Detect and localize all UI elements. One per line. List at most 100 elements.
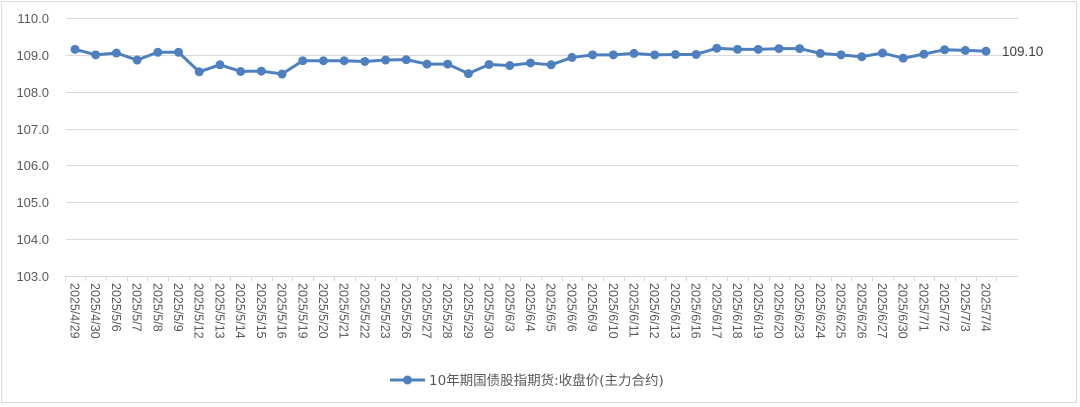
data-point-marker[interactable]	[629, 48, 639, 58]
x-tick-label: 2025/4/29	[68, 283, 82, 339]
x-tick-label: 2025/7/1	[916, 283, 930, 332]
x-tick-label: 2025/5/19	[295, 283, 309, 339]
x-tick-label: 2025/6/11	[627, 283, 641, 338]
y-axis: 103.0 104.0 105.0 106.0 107.0 108.0 109.0 110.0	[16, 11, 49, 284]
x-tick-label: 2025/5/20	[316, 283, 330, 339]
data-point-marker[interactable]	[194, 67, 204, 77]
legend-label: 10年期国债股指期货:收盘价(主力合约)	[429, 372, 664, 389]
x-tick-label: 2025/4/30	[88, 283, 102, 339]
data-point-marker[interactable]	[215, 60, 225, 70]
data-point-marker[interactable]	[898, 53, 908, 63]
x-tick-label: 2025/5/23	[378, 283, 392, 339]
x-tick-label: 2025/6/5	[544, 283, 558, 332]
data-point-marker[interactable]	[546, 60, 556, 70]
x-tick-label: 2025/5/27	[419, 283, 433, 339]
legend-marker-icon	[403, 375, 412, 385]
x-tick-label: 2025/5/12	[192, 283, 206, 339]
x-tick-label: 2025/5/9	[171, 283, 185, 332]
data-point-marker[interactable]	[505, 61, 515, 71]
data-point-marker[interactable]	[174, 47, 184, 57]
legend[interactable]: 10年期国债股指期货:收盘价(主力合约)	[390, 372, 664, 389]
x-tick-label: 2025/5/13	[212, 283, 226, 339]
data-point-marker[interactable]	[940, 45, 950, 55]
data-point-marker[interactable]	[815, 48, 825, 58]
x-tick-label: 2025/6/20	[771, 283, 785, 339]
data-point-marker[interactable]	[795, 44, 805, 54]
data-point-marker[interactable]	[836, 50, 846, 60]
data-point-marker[interactable]	[298, 56, 308, 66]
x-tick-label: 2025/5/21	[337, 283, 351, 339]
data-point-marker[interactable]	[857, 52, 867, 62]
x-tick-label: 2025/5/16	[275, 283, 289, 339]
data-point-marker[interactable]	[670, 49, 680, 59]
x-tick-label: 2025/6/25	[834, 283, 848, 339]
gridlines	[66, 18, 1018, 240]
data-point-marker[interactable]	[256, 66, 266, 76]
data-point-marker[interactable]	[567, 52, 577, 62]
data-point-marker[interactable]	[753, 44, 763, 54]
data-point-marker[interactable]	[588, 50, 598, 60]
x-tick-label: 2025/5/30	[482, 283, 496, 339]
x-tick-label: 2025/6/4	[523, 283, 537, 332]
x-tick-label: 2025/6/10	[606, 283, 620, 339]
y-tick-label: 106.0	[16, 158, 49, 173]
data-point-marker[interactable]	[608, 50, 618, 60]
x-tick-label: 2025/5/26	[399, 283, 413, 339]
x-tick-label: 2025/6/19	[751, 283, 765, 339]
data-point-marker[interactable]	[91, 50, 101, 60]
series-line	[70, 43, 991, 79]
y-tick-label: 109.0	[16, 48, 49, 63]
data-point-marker[interactable]	[422, 59, 432, 69]
x-tick-label: 2025/5/14	[233, 283, 247, 339]
data-point-marker[interactable]	[132, 55, 142, 65]
y-tick-label: 104.0	[16, 232, 49, 247]
x-tick-label: 2025/6/3	[502, 283, 516, 332]
data-point-marker[interactable]	[401, 55, 411, 65]
data-point-marker[interactable]	[381, 55, 391, 65]
data-point-marker[interactable]	[712, 43, 722, 53]
x-tick-label: 2025/5/28	[440, 283, 454, 339]
x-tick-label: 2025/6/18	[730, 283, 744, 339]
y-tick-label: 108.0	[16, 85, 49, 100]
x-tick-label: 2025/6/26	[854, 283, 868, 339]
data-point-marker[interactable]	[236, 66, 246, 76]
data-point-marker[interactable]	[463, 69, 473, 79]
x-tick-label: 2025/5/29	[461, 283, 475, 339]
data-point-marker[interactable]	[339, 56, 349, 66]
data-point-marker[interactable]	[981, 46, 991, 56]
data-point-marker[interactable]	[526, 58, 535, 68]
last-value-label: 109.10	[1002, 44, 1043, 59]
data-point-marker[interactable]	[70, 44, 80, 54]
data-point-marker[interactable]	[484, 59, 494, 69]
data-point-marker[interactable]	[919, 49, 929, 59]
x-tick-label: 2025/6/6	[564, 283, 578, 332]
x-tick-label: 2025/6/30	[896, 283, 910, 339]
data-point-marker[interactable]	[277, 69, 287, 79]
x-tick-label: 2025/5/22	[357, 283, 371, 339]
x-axis: 2025/4/29 2025/4/30 2025/5/6 2025/5/7 2025/5…	[65, 276, 1018, 339]
x-tick-label: 2025/7/2	[937, 283, 951, 332]
data-point-marker[interactable]	[443, 59, 453, 69]
x-tick-label: 2025/6/27	[875, 283, 889, 339]
data-point-marker[interactable]	[360, 56, 370, 66]
x-tick-label: 2025/5/8	[150, 283, 164, 332]
x-tick-label: 2025/6/12	[647, 283, 661, 339]
data-point-marker[interactable]	[153, 47, 163, 57]
x-tick-label: 2025/5/15	[254, 283, 268, 339]
x-tick-label: 2025/5/7	[130, 283, 144, 332]
data-point-marker[interactable]	[691, 49, 701, 59]
data-point-marker[interactable]	[877, 48, 887, 58]
y-tick-label: 107.0	[16, 122, 49, 137]
data-point-marker[interactable]	[733, 44, 743, 54]
data-point-marker[interactable]	[111, 48, 121, 58]
data-point-marker[interactable]	[650, 50, 660, 60]
data-point-marker[interactable]	[774, 44, 784, 54]
x-tick-label: 2025/6/24	[813, 283, 827, 339]
y-tick-label: 105.0	[16, 195, 49, 210]
x-tick-label: 2025/7/3	[958, 283, 972, 332]
y-tick-label: 103.0	[16, 269, 49, 284]
x-tick-label: 2025/6/17	[709, 283, 723, 339]
data-point-marker[interactable]	[318, 56, 328, 66]
data-point-marker[interactable]	[960, 45, 970, 55]
